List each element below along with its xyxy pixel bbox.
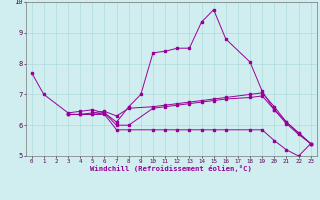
X-axis label: Windchill (Refroidissement éolien,°C): Windchill (Refroidissement éolien,°C)	[90, 165, 252, 172]
